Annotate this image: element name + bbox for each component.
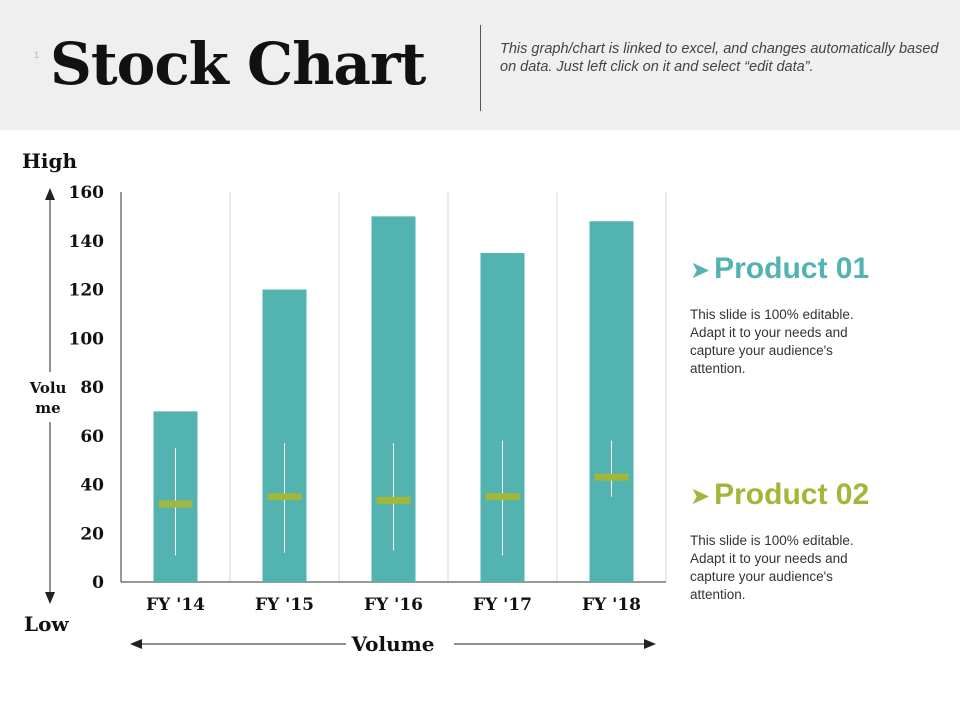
x-tick-label: FY '16 xyxy=(364,595,423,615)
y-tick-label: 120 xyxy=(69,281,105,301)
y-tick-label: 20 xyxy=(80,524,104,544)
y-tick-label: 100 xyxy=(69,329,105,349)
product-01-label: Product 01 xyxy=(714,252,870,285)
arrowhead-icon: ➤ xyxy=(690,483,711,510)
close-marker xyxy=(267,493,302,501)
header-note: This graph/chart is linked to excel, and… xyxy=(500,41,939,75)
y-tick-labels: 0 20 40 60 80 100 120 140 160 xyxy=(69,183,105,593)
product-01-title: ➤ Product 01 xyxy=(690,252,869,286)
chart-gridlines xyxy=(229,192,667,582)
x-axis-title: Volume xyxy=(350,632,434,656)
y-tick-label: 140 xyxy=(69,232,105,252)
close-marker xyxy=(376,496,411,504)
high-low-ranges xyxy=(158,440,629,556)
close-marker xyxy=(485,493,520,501)
product-02-label: Product 02 xyxy=(714,478,870,511)
x-tick-label: FY '17 xyxy=(473,595,532,615)
volume-bar xyxy=(589,221,634,582)
header-band: 1 Stock Chart This graph/chart is linked… xyxy=(0,0,960,130)
slide-number: 1 xyxy=(34,50,40,60)
label-high: High xyxy=(22,149,77,173)
arrow-up-icon xyxy=(45,188,55,200)
x-tick-labels: FY '14 FY '15 FY '16 FY '17 FY '18 xyxy=(146,595,641,615)
product-01-description: This slide is 100% editable. Adapt it to… xyxy=(690,307,854,376)
product-02-title: ➤ Product 02 xyxy=(690,478,869,512)
y-tick-label: 160 xyxy=(69,183,105,203)
volume-bars xyxy=(153,216,634,582)
y-tick-label: 60 xyxy=(80,427,104,447)
close-marker xyxy=(158,500,193,508)
product-02-description: This slide is 100% editable. Adapt it to… xyxy=(690,533,854,602)
x-tick-label: FY '14 xyxy=(146,595,205,615)
y-tick-label: 40 xyxy=(80,476,104,496)
x-tick-label: FY '15 xyxy=(255,595,314,615)
close-marker xyxy=(594,473,629,481)
arrow-down-icon xyxy=(45,592,55,604)
arrow-left-icon xyxy=(130,639,142,649)
label-volume-line1: Volu xyxy=(29,379,67,397)
label-volume-line2: me xyxy=(35,399,60,417)
y-tick-label: 0 xyxy=(92,573,104,593)
y-tick-label: 80 xyxy=(80,378,104,398)
label-low: Low xyxy=(24,612,69,636)
stock-chart: 0 20 40 60 80 100 120 140 160 FY '14 FY '15 FY '16… xyxy=(22,149,667,656)
arrow-right-icon xyxy=(644,639,656,649)
arrowhead-icon: ➤ xyxy=(690,257,711,284)
header-divider xyxy=(480,25,481,111)
x-tick-label: FY '18 xyxy=(582,595,641,615)
page-title: Stock Chart xyxy=(50,30,426,98)
